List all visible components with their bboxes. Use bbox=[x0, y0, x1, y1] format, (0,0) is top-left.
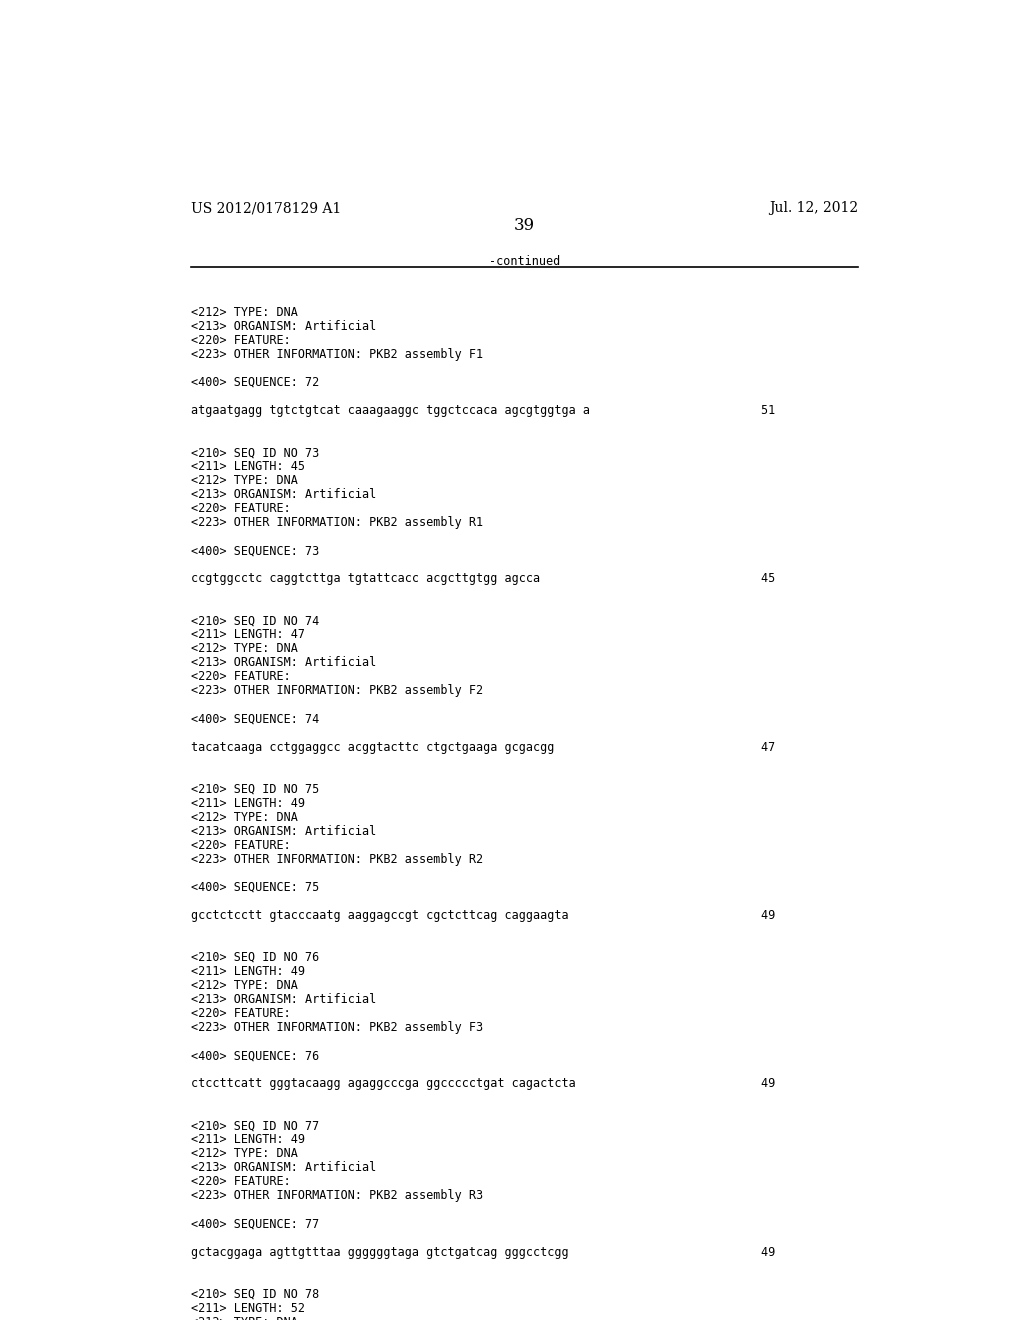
Text: <220> FEATURE:: <220> FEATURE: bbox=[191, 1175, 291, 1188]
Text: <223> OTHER INFORMATION: PKB2 assembly R2: <223> OTHER INFORMATION: PKB2 assembly R… bbox=[191, 853, 483, 866]
Text: <212> TYPE: DNA: <212> TYPE: DNA bbox=[191, 810, 298, 824]
Text: Jul. 12, 2012: Jul. 12, 2012 bbox=[769, 201, 858, 215]
Text: <220> FEATURE:: <220> FEATURE: bbox=[191, 838, 291, 851]
Text: gcctctcctt gtacccaatg aaggagccgt cgctcttcag caggaagta                           : gcctctcctt gtacccaatg aaggagccgt cgctctt… bbox=[191, 909, 776, 921]
Text: <210> SEQ ID NO 74: <210> SEQ ID NO 74 bbox=[191, 614, 319, 627]
Text: <210> SEQ ID NO 73: <210> SEQ ID NO 73 bbox=[191, 446, 319, 459]
Text: <212> TYPE: DNA: <212> TYPE: DNA bbox=[191, 979, 298, 993]
Text: <223> OTHER INFORMATION: PKB2 assembly R1: <223> OTHER INFORMATION: PKB2 assembly R… bbox=[191, 516, 483, 529]
Text: <212> TYPE: DNA: <212> TYPE: DNA bbox=[191, 643, 298, 656]
Text: <400> SEQUENCE: 76: <400> SEQUENCE: 76 bbox=[191, 1049, 319, 1063]
Text: <212> TYPE: DNA: <212> TYPE: DNA bbox=[191, 1316, 298, 1320]
Text: <223> OTHER INFORMATION: PKB2 assembly R3: <223> OTHER INFORMATION: PKB2 assembly R… bbox=[191, 1189, 483, 1203]
Text: <210> SEQ ID NO 76: <210> SEQ ID NO 76 bbox=[191, 950, 319, 964]
Text: US 2012/0178129 A1: US 2012/0178129 A1 bbox=[191, 201, 342, 215]
Text: <220> FEATURE:: <220> FEATURE: bbox=[191, 502, 291, 515]
Text: <213> ORGANISM: Artificial: <213> ORGANISM: Artificial bbox=[191, 488, 377, 502]
Text: <400> SEQUENCE: 77: <400> SEQUENCE: 77 bbox=[191, 1217, 319, 1230]
Text: <213> ORGANISM: Artificial: <213> ORGANISM: Artificial bbox=[191, 656, 377, 669]
Text: <212> TYPE: DNA: <212> TYPE: DNA bbox=[191, 306, 298, 318]
Text: <220> FEATURE:: <220> FEATURE: bbox=[191, 334, 291, 347]
Text: ctccttcatt gggtacaagg agaggcccga ggccccctgat cagactcta                          : ctccttcatt gggtacaagg agaggcccga ggccccc… bbox=[191, 1077, 776, 1090]
Text: <400> SEQUENCE: 73: <400> SEQUENCE: 73 bbox=[191, 544, 319, 557]
Text: <212> TYPE: DNA: <212> TYPE: DNA bbox=[191, 474, 298, 487]
Text: <400> SEQUENCE: 74: <400> SEQUENCE: 74 bbox=[191, 713, 319, 726]
Text: tacatcaaga cctggaggcc acggtacttc ctgctgaaga gcgacgg                             : tacatcaaga cctggaggcc acggtacttc ctgctga… bbox=[191, 741, 776, 754]
Text: <223> OTHER INFORMATION: PKB2 assembly F3: <223> OTHER INFORMATION: PKB2 assembly F… bbox=[191, 1022, 483, 1034]
Text: <210> SEQ ID NO 78: <210> SEQ ID NO 78 bbox=[191, 1287, 319, 1300]
Text: <220> FEATURE:: <220> FEATURE: bbox=[191, 1007, 291, 1020]
Text: 39: 39 bbox=[514, 218, 536, 235]
Text: <213> ORGANISM: Artificial: <213> ORGANISM: Artificial bbox=[191, 825, 377, 838]
Text: <210> SEQ ID NO 75: <210> SEQ ID NO 75 bbox=[191, 783, 319, 796]
Text: <223> OTHER INFORMATION: PKB2 assembly F2: <223> OTHER INFORMATION: PKB2 assembly F… bbox=[191, 685, 483, 697]
Text: <211> LENGTH: 49: <211> LENGTH: 49 bbox=[191, 797, 305, 809]
Text: <220> FEATURE:: <220> FEATURE: bbox=[191, 671, 291, 684]
Text: -continued: -continued bbox=[489, 255, 560, 268]
Text: <400> SEQUENCE: 72: <400> SEQUENCE: 72 bbox=[191, 376, 319, 389]
Text: ccgtggcctc caggtcttga tgtattcacc acgcttgtgg agcca                               : ccgtggcctc caggtcttga tgtattcacc acgcttg… bbox=[191, 573, 776, 585]
Text: <211> LENGTH: 49: <211> LENGTH: 49 bbox=[191, 1134, 305, 1146]
Text: <213> ORGANISM: Artificial: <213> ORGANISM: Artificial bbox=[191, 319, 377, 333]
Text: gctacggaga agttgtttaa ggggggtaga gtctgatcag gggcctcgg                           : gctacggaga agttgtttaa ggggggtaga gtctgat… bbox=[191, 1246, 776, 1258]
Text: <211> LENGTH: 52: <211> LENGTH: 52 bbox=[191, 1302, 305, 1315]
Text: <211> LENGTH: 49: <211> LENGTH: 49 bbox=[191, 965, 305, 978]
Text: atgaatgagg tgtctgtcat caaagaaggc tggctccaca agcgtggtga a                        : atgaatgagg tgtctgtcat caaagaaggc tggctcc… bbox=[191, 404, 776, 417]
Text: <223> OTHER INFORMATION: PKB2 assembly F1: <223> OTHER INFORMATION: PKB2 assembly F… bbox=[191, 348, 483, 360]
Text: <213> ORGANISM: Artificial: <213> ORGANISM: Artificial bbox=[191, 1162, 377, 1175]
Text: <211> LENGTH: 47: <211> LENGTH: 47 bbox=[191, 628, 305, 642]
Text: <212> TYPE: DNA: <212> TYPE: DNA bbox=[191, 1147, 298, 1160]
Text: <213> ORGANISM: Artificial: <213> ORGANISM: Artificial bbox=[191, 993, 377, 1006]
Text: <211> LENGTH: 45: <211> LENGTH: 45 bbox=[191, 461, 305, 473]
Text: <210> SEQ ID NO 77: <210> SEQ ID NO 77 bbox=[191, 1119, 319, 1133]
Text: <400> SEQUENCE: 75: <400> SEQUENCE: 75 bbox=[191, 880, 319, 894]
